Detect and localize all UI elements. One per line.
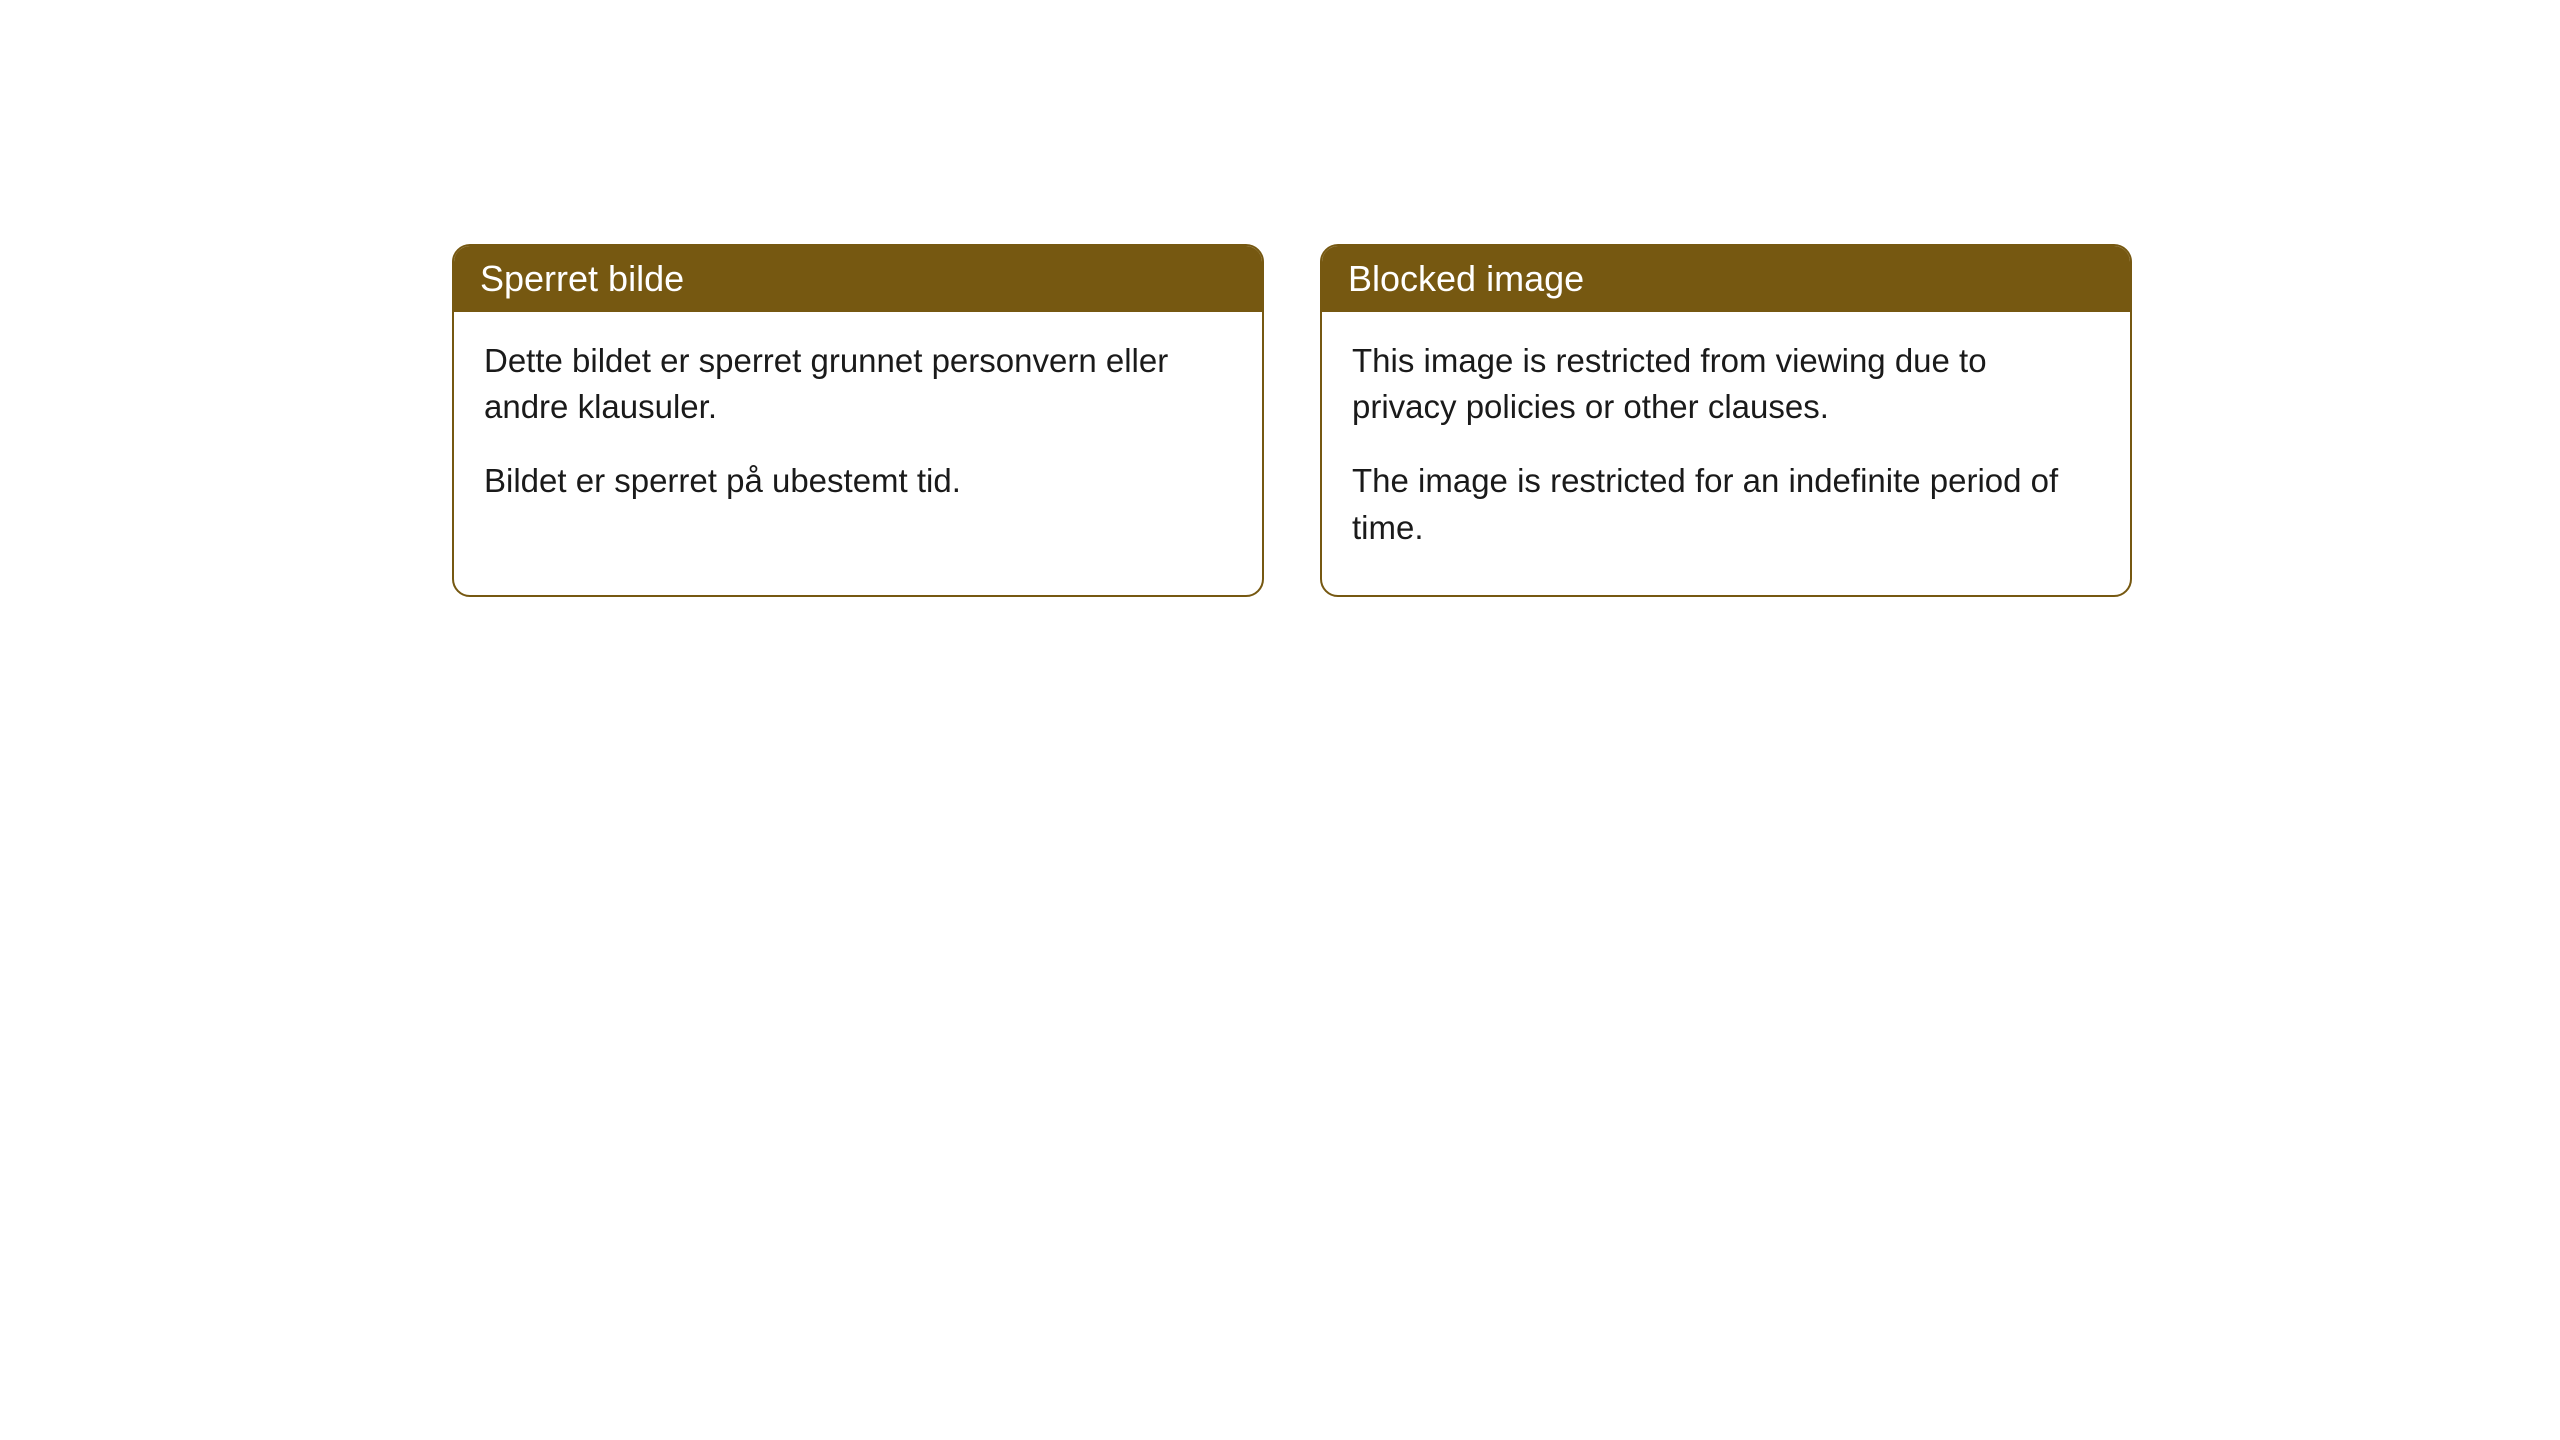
card-paragraph: Dette bildet er sperret grunnet personve… [484,338,1232,430]
card-paragraph: The image is restricted for an indefinit… [1352,458,2100,550]
cards-container: Sperret bilde Dette bildet er sperret gr… [0,0,2560,597]
card-body: This image is restricted from viewing du… [1322,312,2130,595]
card-title: Sperret bilde [480,258,684,299]
card-title: Blocked image [1348,258,1584,299]
info-card-english: Blocked image This image is restricted f… [1320,244,2132,597]
card-body: Dette bildet er sperret grunnet personve… [454,312,1262,549]
card-header: Sperret bilde [454,246,1262,312]
card-paragraph: This image is restricted from viewing du… [1352,338,2100,430]
card-header: Blocked image [1322,246,2130,312]
info-card-norwegian: Sperret bilde Dette bildet er sperret gr… [452,244,1264,597]
card-paragraph: Bildet er sperret på ubestemt tid. [484,458,1232,504]
